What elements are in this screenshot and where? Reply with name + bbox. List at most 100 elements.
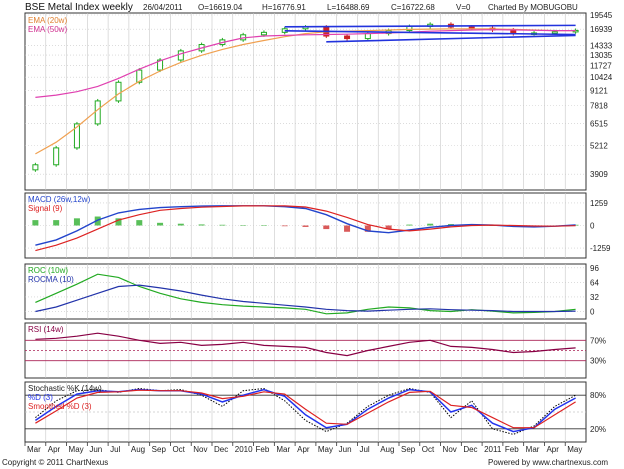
x-tick-sep-6: Sep: [152, 445, 167, 454]
price-tick-3909: 3909: [590, 170, 608, 179]
upper-trendline: [284, 24, 576, 28]
macd-histogram-bar: [73, 218, 80, 226]
x-tick-mar-12: Mar: [276, 445, 290, 454]
legend-ema50: EMA (50w): [28, 25, 67, 34]
macd-histogram-bar: [53, 220, 60, 226]
x-tick-feb-23: Feb: [505, 445, 519, 454]
macd-histogram-bar: [427, 223, 434, 226]
candle-body: [551, 31, 558, 34]
price-tick-9121: 9121: [590, 86, 608, 95]
x-tick-aug-5: Aug: [131, 445, 145, 454]
price-marks: [32, 22, 579, 172]
stochastic-marks: [34, 387, 576, 435]
legend-signal: Signal (9): [28, 204, 63, 213]
rsi-marks: [35, 332, 576, 357]
price-tick-7818: 7818: [590, 102, 608, 111]
x-tick-jul-16: Jul: [359, 445, 369, 454]
price-tick-19545: 19545: [590, 11, 613, 20]
macd-axis: 1259 0 -1259: [590, 199, 611, 253]
macd-histogram-bar: [136, 220, 143, 226]
legend-macd: MACD (26w,12w): [28, 195, 91, 204]
roc-tick-96: 96: [590, 264, 599, 273]
macd-histogram-bar: [177, 223, 184, 226]
macd-histogram-bar: [572, 224, 579, 226]
legend-percent-d: %D (3): [28, 393, 53, 402]
candle-body: [260, 31, 267, 36]
x-tick-2011-22: 2011: [484, 445, 502, 454]
x-tick-may-26: May: [567, 445, 582, 454]
x-tick-feb-11: Feb: [256, 445, 270, 454]
x-tick-jun-3: Jun: [89, 445, 102, 454]
candle-body: [94, 100, 101, 125]
macd-histogram-bar: [219, 224, 226, 226]
macd-histogram-bar: [302, 225, 309, 227]
candle-body: [344, 35, 351, 40]
charted-by: Charted By MOBUGOBU: [488, 3, 578, 12]
macd-histogram-bar: [115, 218, 122, 226]
price-tick-10424: 10424: [590, 73, 613, 82]
copyright-text: Copyright © 2011 ChartNexus: [2, 458, 108, 467]
candle-body: [53, 147, 60, 166]
x-tick-2010-10: 2010: [235, 445, 253, 454]
roc-tick-32: 32: [590, 293, 599, 302]
macd-histogram-bar: [364, 225, 371, 232]
stochastic-panel: 80% 20% Stochastic %K (14w) %D (3) Smooth…: [24, 381, 606, 443]
roc-axis: 96 64 32 0: [590, 264, 599, 317]
candle-body: [364, 33, 371, 40]
candle-body: [136, 69, 143, 83]
powered-by-text: Powered by www.chartnexus.com: [488, 458, 608, 467]
rocma-line: [35, 284, 576, 313]
macd-histogram-bar: [385, 225, 392, 230]
rsi-line: [35, 332, 576, 357]
macd-histogram-bar: [260, 225, 267, 226]
x-tick-jun-15: Jun: [339, 445, 352, 454]
price-tick-5212: 5212: [590, 142, 608, 151]
roc-marks: [35, 273, 576, 315]
legend-roc: ROC (10w): [28, 266, 68, 275]
price-tick-11727: 11727: [590, 62, 612, 71]
macd-histogram-bar: [281, 225, 288, 227]
smoothed-d-line: [35, 389, 576, 429]
open-value: O=16619.04: [198, 3, 243, 12]
macd-histogram-bar: [447, 224, 454, 226]
rsi-axis: 70% 30%: [590, 336, 606, 365]
x-tick-may-14: May: [318, 445, 333, 454]
ema50-line: [35, 29, 576, 98]
legend-rocma: ROCMA (10): [28, 275, 74, 284]
macd-histogram-bar: [240, 225, 247, 226]
roc-tick-0: 0: [590, 308, 595, 317]
legend-ema20: EMA (20w): [28, 16, 67, 25]
macd-tick-1259: 1259: [590, 199, 608, 208]
candle-body: [32, 164, 39, 171]
macd-tick-0: 0: [590, 222, 595, 231]
rsi-tick-70: 70%: [590, 336, 606, 345]
macd-histogram-bar: [157, 222, 164, 226]
macd-histogram-bar: [323, 225, 330, 230]
macd-histogram-bar: [32, 220, 39, 226]
stochastic-tick-80: 80%: [590, 391, 606, 400]
rising-support-trendline: [326, 34, 576, 43]
stochastic-tick-20: 20%: [590, 425, 606, 434]
volume-value: V=0: [456, 3, 471, 12]
x-tick-nov-20: Nov: [443, 445, 457, 454]
x-tick-nov-8: Nov: [193, 445, 207, 454]
macd-histogram-bar: [344, 225, 351, 232]
close-value: C=16722.68: [391, 3, 435, 12]
roc-panel: 96 64 32 0 ROC (10w) ROCMA (10): [24, 263, 599, 320]
x-tick-mar-24: Mar: [526, 445, 540, 454]
signal-line: [35, 205, 576, 252]
macd-histogram-bar: [406, 224, 413, 226]
legend-rsi: RSI (14w): [28, 325, 64, 334]
ema20-line: [35, 28, 576, 155]
price-tick-16939: 16939: [590, 25, 613, 34]
price-tick-13035: 13035: [590, 51, 613, 60]
lower-trendline: [284, 29, 576, 36]
candle-body: [73, 123, 80, 149]
x-tick-apr-25: Apr: [546, 445, 559, 454]
x-tick-dec-9: Dec: [214, 445, 228, 454]
candle-body: [157, 59, 164, 71]
rsi-tick-30: 30%: [590, 357, 606, 366]
price-tick-14333: 14333: [590, 42, 613, 51]
